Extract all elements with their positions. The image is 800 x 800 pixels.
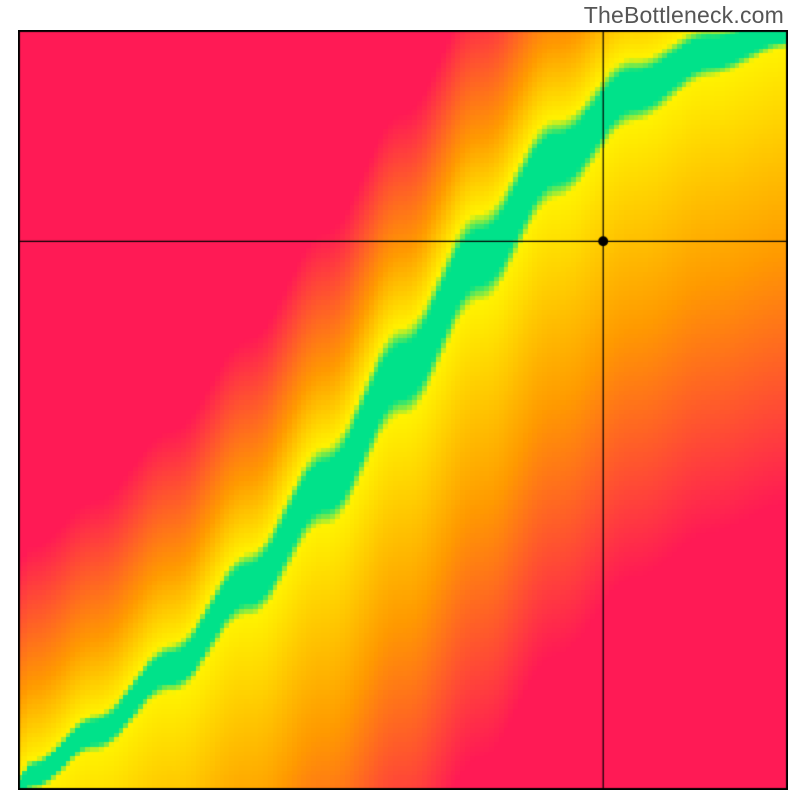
bottleneck-heatmap bbox=[18, 30, 788, 790]
chart-container: TheBottleneck.com bbox=[0, 0, 800, 800]
watermark-text: TheBottleneck.com bbox=[584, 2, 784, 29]
